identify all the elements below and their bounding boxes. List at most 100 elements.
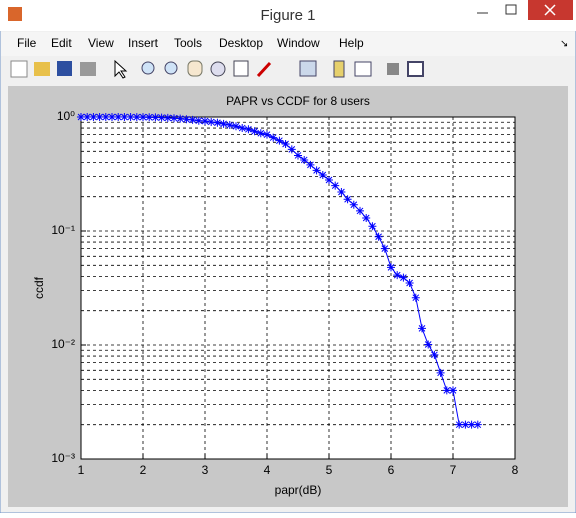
data-marker (343, 195, 352, 204)
data-marker (145, 113, 154, 122)
tool-link[interactable] (299, 60, 317, 77)
data-marker (461, 420, 470, 429)
data-marker (207, 117, 216, 126)
menu-item[interactable]: Edit (51, 36, 72, 50)
menu-items: File Edit View Insert Tools Desktop Window Help (17, 36, 364, 50)
menu-item[interactable]: Help (339, 36, 364, 50)
data-marker (362, 214, 371, 223)
dock-arrow[interactable]: ↘ (560, 39, 568, 50)
plot: 1 2 3 4 5 6 7 8 10⁻³ 10⁻² 10⁻¹ 10⁰ (51, 109, 518, 477)
y-axis-label: ccdf (32, 276, 46, 299)
close-icon (544, 4, 556, 16)
data-marker (163, 113, 172, 122)
minimize-button[interactable] (469, 0, 496, 20)
data-marker (95, 113, 104, 121)
data-marker (238, 124, 247, 133)
tool-zoom-out[interactable] (164, 61, 178, 75)
data-marker (120, 113, 129, 121)
y-tick-label: 10⁻¹ (51, 223, 75, 237)
x-tick-label: 3 (202, 463, 209, 477)
tool-datacursor[interactable] (233, 60, 249, 77)
data-marker (89, 113, 98, 121)
maximize-button[interactable] (498, 0, 525, 20)
toolbar (1, 56, 575, 84)
data-marker (225, 121, 234, 130)
x-tick-label: 5 (326, 463, 333, 477)
tool-pan[interactable] (187, 60, 203, 77)
data-marker (250, 127, 259, 136)
window-title: Figure 1 (260, 7, 315, 24)
data-marker (467, 420, 476, 429)
maximize-icon (505, 4, 517, 15)
data-marker (201, 117, 209, 126)
tool-colorbar[interactable] (333, 60, 345, 78)
data-marker (380, 244, 389, 253)
data-marker (455, 420, 464, 429)
menu-item[interactable]: Window (277, 36, 320, 50)
axes (80, 116, 516, 460)
menu-item[interactable]: View (88, 36, 114, 50)
data-marker (188, 115, 197, 124)
menu-item[interactable]: Tools (174, 36, 202, 50)
data-marker (232, 122, 240, 131)
x-tick-label: 7 (450, 463, 457, 477)
tool-legend[interactable] (354, 61, 372, 77)
data-marker (356, 206, 364, 215)
data-marker (368, 222, 377, 231)
data-marker (256, 129, 265, 138)
y-tick-label: 10⁻³ (51, 451, 75, 465)
data-marker (77, 113, 85, 121)
data-marker (132, 113, 141, 122)
x-tick-label: 4 (264, 463, 271, 477)
data-marker (182, 115, 191, 124)
data-marker (287, 145, 296, 154)
data-marker (170, 114, 178, 123)
menu-item[interactable]: Desktop (219, 36, 263, 50)
tool-save[interactable] (57, 61, 72, 76)
x-tick-label: 8 (512, 463, 519, 477)
tool-new[interactable] (10, 60, 28, 78)
data-marker (101, 113, 110, 121)
app-icon (8, 7, 22, 21)
data-marker (294, 151, 302, 160)
x-axis-label: papr(dB) (275, 483, 322, 497)
tool-open[interactable] (34, 62, 50, 76)
data-marker (114, 113, 123, 121)
tool-show-tools[interactable] (407, 61, 424, 77)
data-marker (263, 130, 271, 139)
data-marker (281, 139, 290, 148)
data-marker (269, 133, 278, 142)
data-marker (151, 113, 160, 122)
data-marker (325, 176, 333, 185)
data-marker (442, 386, 451, 395)
data-marker (418, 324, 426, 333)
data-marker (300, 155, 309, 164)
data-marker (219, 119, 228, 128)
data-marker (387, 263, 395, 272)
menu-item[interactable]: Insert (128, 36, 159, 50)
data-marker (244, 125, 253, 134)
x-tick-label: 1 (78, 463, 85, 477)
data-marker (337, 187, 346, 196)
data-marker (405, 278, 414, 287)
data-marker (108, 113, 116, 121)
data-marker (176, 114, 185, 123)
tool-edit-arrow[interactable] (114, 59, 128, 79)
data-marker (331, 181, 340, 190)
data-marker (275, 136, 284, 145)
data-marker (312, 166, 321, 175)
tool-zoom-in[interactable] (141, 61, 155, 75)
tool-print[interactable] (80, 62, 96, 76)
menu-item[interactable]: File (17, 36, 37, 50)
data-marker (399, 273, 408, 282)
y-tick-label: 10⁰ (57, 109, 75, 123)
data-marker (449, 386, 457, 395)
data-marker (306, 160, 315, 169)
data-marker (436, 368, 445, 377)
tool-hide-tools[interactable] (387, 63, 399, 75)
tool-brush[interactable] (256, 61, 272, 78)
tool-rotate[interactable] (210, 61, 226, 77)
menu-bar (1, 32, 575, 56)
data-marker (374, 232, 383, 241)
